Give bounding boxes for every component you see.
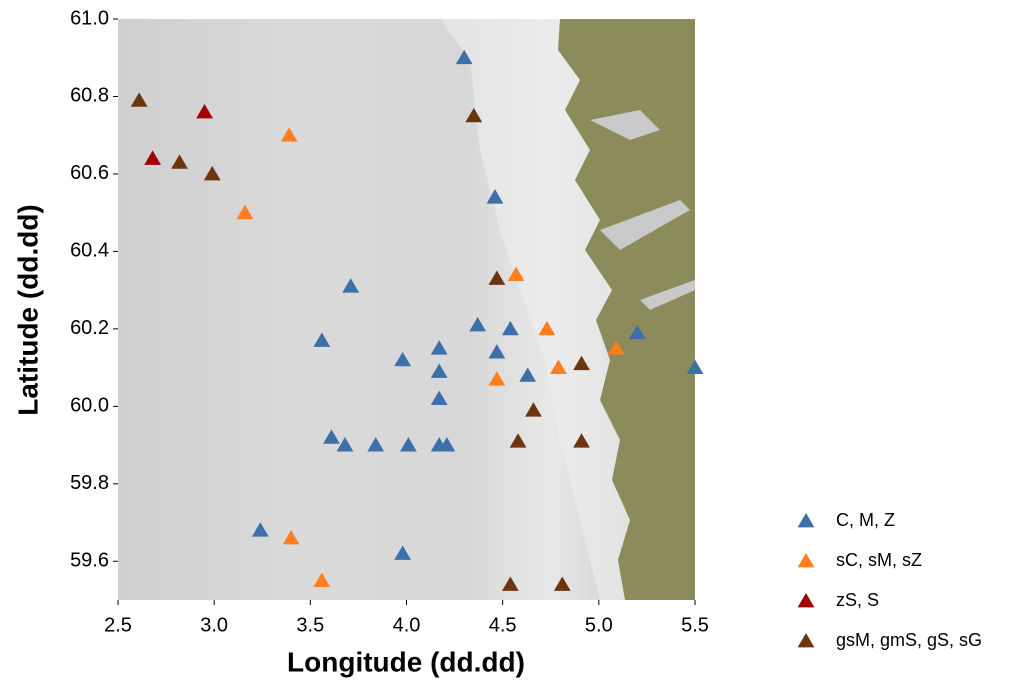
y-tick-label: 60.0 xyxy=(70,395,109,417)
y-tick-label: 59.8 xyxy=(70,472,109,494)
y-tick-label: 60.6 xyxy=(70,162,109,184)
legend-marker xyxy=(798,553,815,567)
x-tick-label: 4.5 xyxy=(489,614,517,636)
legend-marker xyxy=(798,513,815,527)
x-tick-label: 4.0 xyxy=(393,614,421,636)
legend-label: C, M, Z xyxy=(836,510,895,530)
y-tick-label: 59.6 xyxy=(70,550,109,572)
x-tick-label: 3.5 xyxy=(296,614,324,636)
legend-label: sC, sM, sZ xyxy=(836,550,922,570)
y-axis-title: Latitude (dd.dd) xyxy=(12,204,43,416)
x-axis-title: Longitude (dd.dd) xyxy=(287,646,525,677)
chart: Longitude (dd.dd) Latitude (dd.dd) 2.5 3.… xyxy=(0,0,1020,689)
y-tick-label: 60.2 xyxy=(70,317,109,339)
x-tick-label: 2.5 xyxy=(104,614,132,636)
x-tick-label: 5.0 xyxy=(585,614,613,636)
y-tick-label: 61.0 xyxy=(70,7,109,29)
x-tick-label: 5.5 xyxy=(681,614,709,636)
legend-label: gsM, gmS, gS, sG xyxy=(836,630,982,650)
legend-label: zS, S xyxy=(836,590,879,610)
y-tick-label: 60.8 xyxy=(70,85,109,107)
x-tick-label: 3.0 xyxy=(200,614,228,636)
y-tick-label: 60.4 xyxy=(70,240,109,262)
legend-marker xyxy=(798,633,815,647)
legend-marker xyxy=(798,593,815,607)
